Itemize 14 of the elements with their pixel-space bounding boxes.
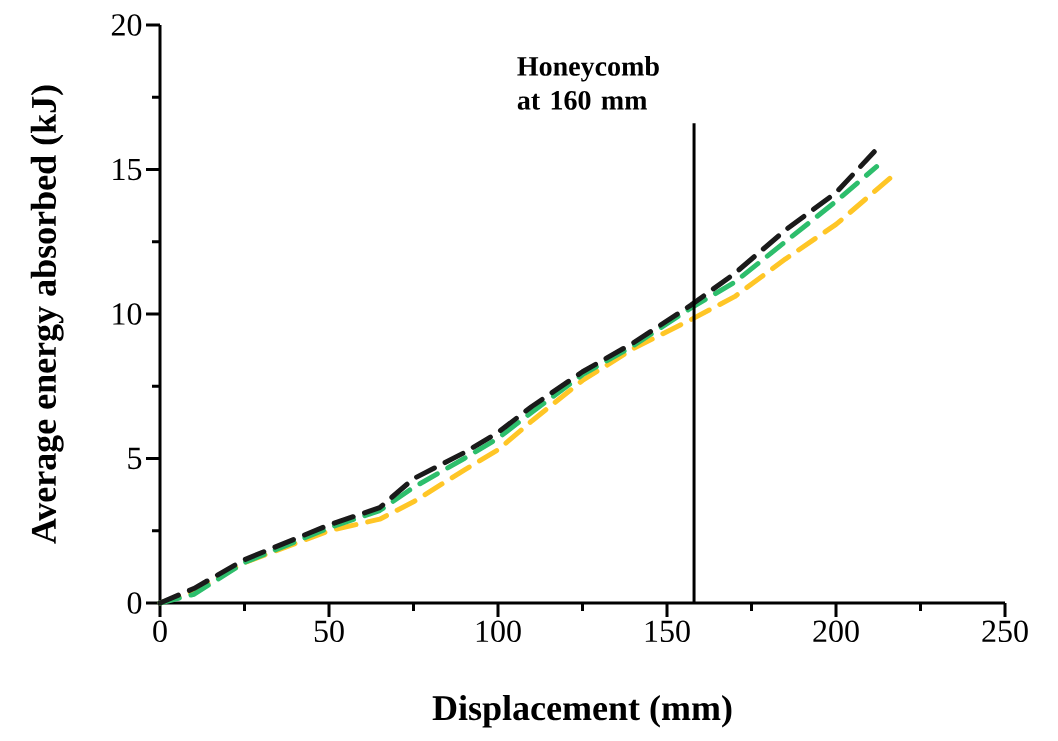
y-tick-label: 15 (113, 158, 142, 181)
x-tick-label: 250 (982, 620, 1028, 643)
y-tick-label: 0 (127, 592, 142, 614)
x-tick-label: 200 (813, 620, 859, 643)
x-tick-label: 100 (476, 620, 521, 643)
y-tick-label: 10 (113, 303, 142, 325)
y-axis-title: Average energy absorbed (kJ) (30, 85, 64, 544)
x-tick-label: 50 (314, 620, 344, 643)
x-axis-title: Displacement (mm) (432, 694, 732, 728)
x-tick-label: 150 (645, 620, 690, 643)
ref-line-label: Honeycomb at 160 mm (517, 56, 659, 110)
y-tick-label: 5 (128, 447, 142, 470)
y-tick-label: 20 (111, 14, 142, 36)
x-tick-label: 0 (153, 620, 167, 643)
